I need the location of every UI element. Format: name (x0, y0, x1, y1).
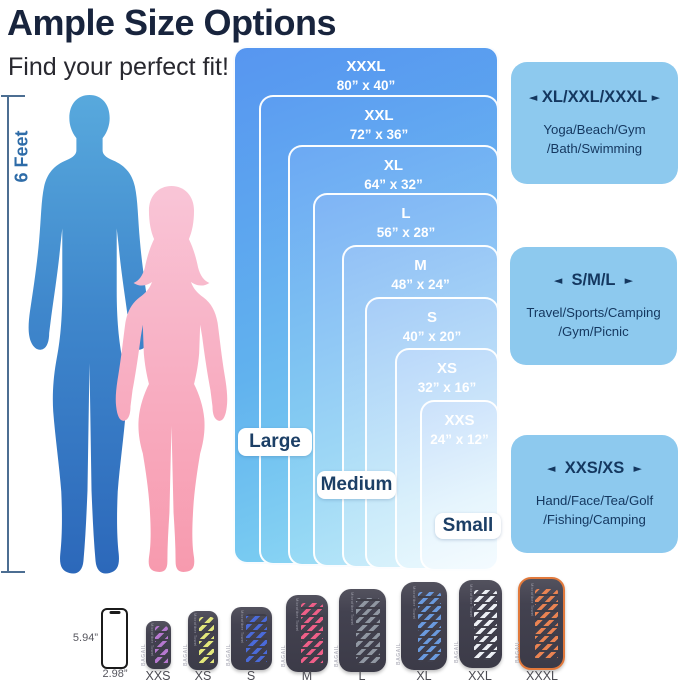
product-size-label: XXS (145, 669, 171, 682)
size-name: M (414, 257, 427, 274)
towel-pouch-xxl: BAGAIL Microfiber Towel (454, 580, 502, 668)
uses-line: /Gym/Picnic (558, 324, 629, 339)
towel-stripes (245, 613, 268, 665)
brand-logo: BAGAIL (182, 644, 189, 667)
towel-pouch-s: BAGAIL Microfiber Towel (226, 607, 272, 670)
towel-stripes (474, 589, 497, 661)
towel-pouch-xl: BAGAIL Microfiber Towel (396, 582, 447, 670)
arrow-right-icon: ► (624, 273, 634, 287)
product-line-label: Microfiber Towel (411, 585, 417, 620)
product-size-label: S (246, 669, 256, 682)
uses-line: Travel/Sports/Camping (526, 304, 661, 320)
usage-card-sizes: XXS/XS (564, 458, 625, 477)
usage-card-uses: Yoga/Beach/Gym /Bath/Swimming (511, 120, 678, 158)
towel-stripes (417, 591, 442, 663)
towel-pouch-m: BAGAIL Microfiber Towel (281, 595, 328, 672)
size-rect-xxs: XXS 24” x 12” (420, 400, 499, 571)
usage-card-sizes: S/M/L (571, 270, 616, 289)
arrow-left-icon: ◄ (553, 273, 563, 287)
usage-card-uses: Travel/Sports/Camping /Gym/Picnic (510, 303, 677, 341)
brand-logo: BAGAIL (514, 640, 521, 663)
group-tag-large: Large (238, 428, 312, 456)
size-dims: 32” x 16” (417, 379, 477, 395)
brand-logo: BAGAIL (280, 645, 287, 668)
size-dims: 64” x 32” (364, 176, 423, 192)
height-ruler-bottom-cap (1, 571, 25, 573)
size-name: XXXL (346, 58, 386, 75)
arrow-right-icon: ► (651, 90, 661, 104)
usage-card-title: ◄ XXS/XS ► (511, 459, 678, 478)
page-title: Ample Size Options (7, 2, 337, 43)
arrow-right-icon: ► (633, 461, 642, 475)
product-line-label: Microfiber Towel (149, 622, 155, 657)
size-dims: 48” x 24” (391, 276, 450, 292)
usage-card-s-m-l: ◄ S/M/L ► Travel/Sports/Camping /Gym/Pic… (510, 247, 677, 365)
towel-pouch-xxs: BAGAIL Microfiber Towel (141, 621, 171, 669)
size-name: XS (436, 360, 457, 377)
product-size-label: M (301, 669, 313, 682)
product-line-label: Microfiber Towel (349, 592, 355, 626)
size-dims: 40” x 20” (402, 328, 462, 344)
product-line-label: Microfiber Towel (529, 582, 535, 617)
brand-logo: BAGAIL (225, 644, 232, 667)
arrow-left-icon: ◄ (547, 461, 556, 475)
product-size-label: XXL (468, 669, 492, 682)
page-subtitle: Find your perfect fit! (8, 53, 229, 81)
height-ruler-line (7, 96, 9, 573)
group-tag-medium: Medium (317, 471, 396, 499)
product-size-label: XL (416, 669, 432, 682)
uses-line: Hand/Face/Tea/Golf (535, 492, 654, 508)
towel-pouch-l: BAGAIL Microfiber Towel (334, 589, 386, 672)
usage-card-title: ◄ S/M/L ► (510, 271, 677, 290)
brand-logo: BAGAIL (395, 642, 402, 665)
size-name: S (426, 309, 437, 326)
size-dims: 56” x 28” (376, 224, 436, 240)
product-size-label: XS (194, 669, 212, 682)
towel-stripes (535, 588, 558, 660)
uses-line: /Fishing/Camping (543, 512, 646, 527)
brand-logo: BAGAIL (333, 644, 340, 668)
phone-outline (101, 608, 128, 669)
product-line-label: Microfiber Towel (468, 583, 474, 618)
group-tag-small: Small (435, 513, 501, 539)
product-size-label: XXXL (526, 669, 558, 682)
usage-card-sizes: XL/XXL/XXXL (541, 87, 648, 106)
towel-stripes (301, 603, 323, 666)
size-name: XXS (444, 412, 475, 429)
male-silhouette (28, 95, 151, 574)
arrow-left-icon: ◄ (528, 90, 538, 104)
towel-stripes (155, 626, 168, 665)
towel-pouch-xs: BAGAIL Microfiber Towel (183, 611, 218, 670)
size-dims: 80” x 40” (336, 77, 396, 93)
brand-logo: BAGAIL (453, 640, 460, 663)
brand-logo: BAGAIL (140, 643, 147, 667)
phone-notch (109, 611, 120, 614)
size-name: XXL (364, 107, 394, 124)
size-dims: 72” x 36” (349, 126, 409, 142)
female-silhouette (115, 186, 228, 572)
size-name: L (401, 205, 411, 222)
uses-line: /Bath/Swimming (546, 141, 643, 156)
towel-stripes (355, 598, 381, 665)
usage-card-xxs-xs: ◄ XXS/XS ► Hand/Face/Tea/Golf /Fishing/C… (511, 435, 678, 553)
towel-pouch-xxxl: BAGAIL Microfiber Towel (514, 577, 565, 670)
usage-card-title: ◄ XL/XXL/XXXL ► (511, 88, 678, 107)
usage-card-uses: Hand/Face/Tea/Golf /Fishing/Camping (511, 491, 678, 529)
product-line-label: Microfiber Towel (295, 598, 301, 632)
product-line-label: Microfiber Towel (193, 613, 199, 647)
height-ruler-top-cap (1, 95, 25, 97)
uses-line: Yoga/Beach/Gym (543, 121, 646, 137)
phone-width-label: 2.98” (102, 668, 128, 680)
phone-height-label: 5.94” (72, 632, 98, 644)
product-size-label: L (358, 669, 366, 682)
towel-stripes (198, 617, 215, 665)
size-dims: 24” x 12” (430, 431, 489, 447)
usage-card-xl-xxl-xxxl: ◄ XL/XXL/XXXL ► Yoga/Beach/Gym /Bath/Swi… (511, 62, 678, 184)
product-line-label: Microfiber Towel (239, 609, 245, 644)
size-name: XL (383, 157, 404, 174)
